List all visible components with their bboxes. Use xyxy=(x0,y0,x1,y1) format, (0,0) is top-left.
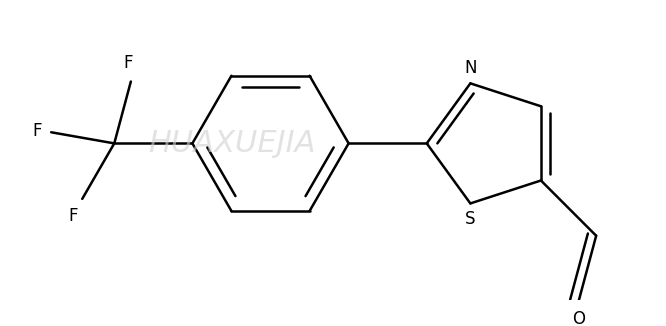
Text: S: S xyxy=(465,210,476,228)
Text: O: O xyxy=(572,310,585,326)
Text: N: N xyxy=(464,59,477,77)
Text: F: F xyxy=(124,54,133,72)
Text: F: F xyxy=(33,122,42,140)
Text: HUAXUEJIA: HUAXUEJIA xyxy=(148,129,315,158)
Text: F: F xyxy=(68,207,77,225)
